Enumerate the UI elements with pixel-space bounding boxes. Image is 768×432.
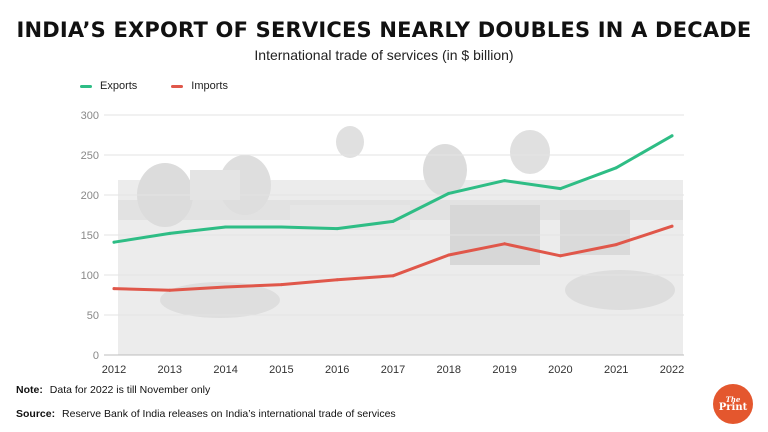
data-point-imports-2016 — [335, 278, 339, 282]
y-tick-label: 150 — [81, 230, 99, 242]
legend-swatch-imports — [171, 84, 184, 88]
data-point-imports-2021 — [614, 243, 618, 247]
legend-item-imports: Imports — [171, 80, 228, 92]
y-tick-label: 100 — [81, 270, 99, 282]
y-tick-label: 250 — [81, 150, 99, 162]
x-tick-label: 2013 — [158, 364, 182, 376]
data-point-exports-2022 — [670, 134, 674, 138]
x-tick-label: 2012 — [102, 364, 126, 376]
data-point-exports-2020 — [558, 187, 562, 191]
chart-title: INDIA’S EXPORT OF SERVICES NEARLY DOUBLE… — [16, 18, 752, 42]
legend-swatch-exports — [80, 84, 92, 88]
data-point-imports-2012 — [112, 287, 116, 291]
source-label: Source: — [16, 408, 56, 420]
x-tick-label: 2014 — [213, 364, 237, 376]
chart-subtitle: International trade of services (in $ bi… — [254, 47, 514, 63]
data-point-imports-2019 — [503, 242, 507, 246]
data-point-exports-2014 — [224, 225, 228, 229]
logo-the: The — [725, 394, 741, 404]
data-point-imports-2018 — [447, 253, 451, 257]
data-point-imports-2022 — [670, 224, 674, 228]
data-point-imports-2013 — [168, 288, 172, 292]
data-point-exports-2013 — [168, 231, 172, 235]
data-point-exports-2017 — [391, 219, 395, 223]
x-tick-label: 2022 — [660, 364, 684, 376]
background-photo — [118, 126, 683, 355]
y-tick-label: 0 — [93, 350, 99, 362]
y-tick-label: 300 — [81, 110, 99, 122]
legend-label-imports: Imports — [191, 80, 228, 92]
source-text: Reserve Bank of India releases on India’… — [62, 408, 396, 420]
legend: Exports Imports — [80, 80, 262, 92]
data-point-imports-2014 — [224, 285, 228, 289]
data-point-exports-2019 — [503, 179, 507, 183]
x-tick-label: 2017 — [381, 364, 405, 376]
x-tick-label: 2016 — [325, 364, 349, 376]
x-tick-label: 2020 — [548, 364, 572, 376]
source-line: Source: Reserve Bank of India releases o… — [16, 408, 396, 420]
note-label: Note: — [16, 384, 43, 396]
brand-logo: The Print — [713, 384, 753, 424]
y-tick-label: 50 — [87, 310, 99, 322]
x-tick-label: 2019 — [492, 364, 516, 376]
footnote: Note: Data for 2022 is till November onl… — [16, 384, 210, 396]
data-point-imports-2020 — [558, 254, 562, 258]
data-point-imports-2017 — [391, 274, 395, 278]
legend-label-exports: Exports — [100, 80, 138, 92]
data-point-exports-2012 — [112, 240, 116, 244]
logo-print: Print — [718, 401, 748, 413]
y-tick-label: 200 — [81, 190, 99, 202]
legend-item-exports: Exports — [80, 80, 137, 92]
data-point-exports-2015 — [279, 225, 283, 229]
data-point-exports-2016 — [335, 227, 339, 231]
data-point-imports-2015 — [279, 283, 283, 287]
x-tick-label: 2021 — [604, 364, 628, 376]
data-point-exports-2021 — [614, 166, 618, 170]
note-text: Data for 2022 is till November only — [49, 384, 211, 396]
data-point-exports-2018 — [447, 191, 451, 195]
x-tick-label: 2015 — [269, 364, 293, 376]
x-tick-label: 2018 — [437, 364, 461, 376]
